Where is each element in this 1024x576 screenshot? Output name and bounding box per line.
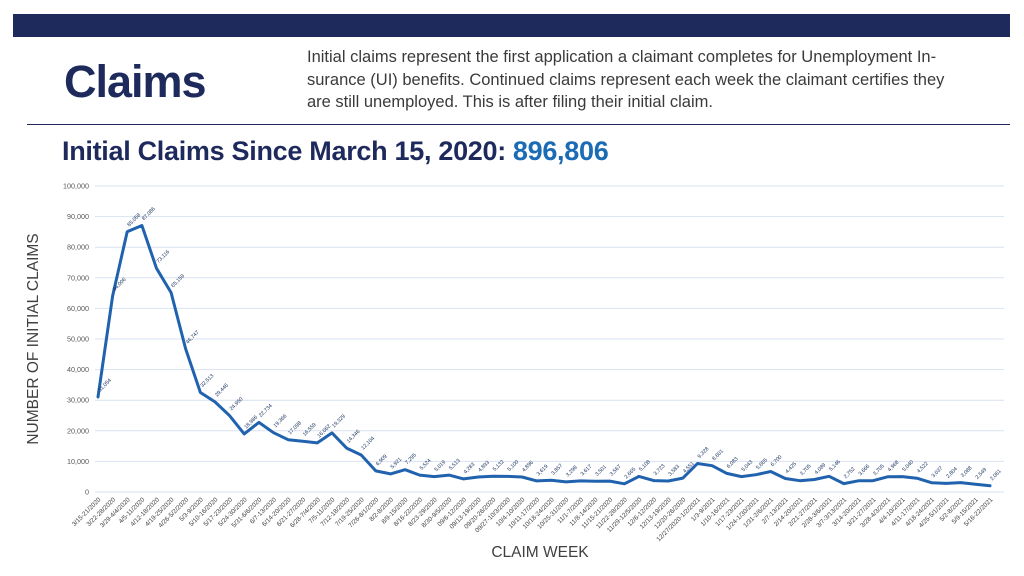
y-tick-label: 80,000 <box>67 243 89 252</box>
page-title: Claims <box>64 56 207 107</box>
initial-claims-series-line <box>96 224 992 488</box>
data-point-label: 17,098 <box>287 420 303 436</box>
data-point-label: 19,329 <box>331 414 347 430</box>
data-point-label: 4,425 <box>784 461 798 475</box>
data-point-label: 3,567 <box>609 464 623 478</box>
data-point-label: 3,619 <box>536 464 550 478</box>
chart-heading-total: 896,806 <box>512 136 609 166</box>
top-navy-bar <box>13 14 1010 37</box>
y-axis-tick-labels: 0 10,000 20,000 30,000 40,000 50,000 60,000 70,… <box>63 182 89 497</box>
data-point-label: 2,061 <box>989 468 1003 482</box>
y-tick-label: 40,000 <box>67 365 89 374</box>
data-point-label: 9,328 <box>697 446 711 460</box>
data-point-label: 87,086 <box>141 206 157 222</box>
initial-claims-chart: 0 10,000 20,000 30,000 40,000 50,000 60,000 70,… <box>0 176 1024 576</box>
data-point-label: 5,524 <box>419 458 433 472</box>
data-point-label: 3,501 <box>594 464 608 478</box>
x-axis-tick-labels: 3/15-21/20203/22-28/20203/29-4/4/20204/5… <box>71 496 995 543</box>
y-tick-label: 100,000 <box>63 182 89 191</box>
y-tick-label: 60,000 <box>67 304 89 313</box>
data-point-label: 64,006 <box>112 277 128 293</box>
data-point-label: 4,522 <box>916 461 930 475</box>
x-axis-title: CLAIM WEEK <box>491 544 589 561</box>
data-point-label: 16,559 <box>302 422 318 438</box>
header-divider <box>27 124 1010 125</box>
y-tick-label: 0 <box>85 488 89 497</box>
data-point-label: 4,283 <box>463 462 477 476</box>
data-point-label: 65,159 <box>170 273 186 289</box>
data-point-label: 19,366 <box>273 413 289 429</box>
claims-description: Initial claims represent the first appli… <box>307 48 945 111</box>
chart-heading-text: Initial Claims Since March 15, 2020: <box>62 136 506 166</box>
data-point-label: 6,909 <box>375 454 389 468</box>
y-tick-label: 10,000 <box>67 457 89 466</box>
y-tick-label: 90,000 <box>67 212 89 221</box>
data-point-label: 5,665 <box>755 457 769 471</box>
data-point-label: 22,734 <box>258 403 274 419</box>
data-point-label: 46,747 <box>185 330 201 346</box>
y-axis-title: NUMBER OF INITIAL CLAIMS <box>25 233 42 444</box>
y-tick-label: 70,000 <box>67 273 89 282</box>
data-point-label: 3,705 <box>872 463 886 477</box>
data-point-label: 4,089 <box>814 462 828 476</box>
data-point-label: 3,298 <box>565 465 579 479</box>
chart-heading: Initial Claims Since March 15, 2020: 896,… <box>62 136 609 167</box>
claims-line-chart-svg: 0 10,000 20,000 30,000 40,000 50,000 60,000 70,… <box>25 182 1004 561</box>
data-point-label: 8,601 <box>711 448 725 462</box>
data-point-label: 73,116 <box>156 249 171 264</box>
data-point-label: 3,666 <box>858 464 872 478</box>
y-tick-label: 50,000 <box>67 335 89 344</box>
data-point-label: 24,950 <box>229 396 245 412</box>
data-point-label: 5,513 <box>448 458 462 472</box>
data-point-label: 3,857 <box>550 463 564 477</box>
y-tick-label: 20,000 <box>67 426 89 435</box>
data-point-label: 7,295 <box>404 452 418 466</box>
data-point-label: 2,752 <box>843 466 857 480</box>
data-point-label: 2,804 <box>945 466 959 480</box>
data-point-label: 3,037 <box>931 465 945 479</box>
gridlines <box>95 185 1004 493</box>
data-point-label: 5,921 <box>390 457 404 471</box>
data-point-label: 12,104 <box>360 436 376 452</box>
y-tick-label: 30,000 <box>67 396 89 405</box>
data-point-label: 3,723 <box>653 463 667 477</box>
data-point-label: 3,088 <box>960 465 974 479</box>
data-point-label: 3,705 <box>799 463 813 477</box>
data-point-label: 2,549 <box>975 467 989 481</box>
data-point-label: 6,083 <box>726 456 740 470</box>
data-point-label: 3,617 <box>580 464 594 478</box>
data-point-label: 32,513 <box>200 373 216 389</box>
data-point-label: 29,446 <box>214 383 230 399</box>
data-point-label: 3,583 <box>667 464 681 478</box>
